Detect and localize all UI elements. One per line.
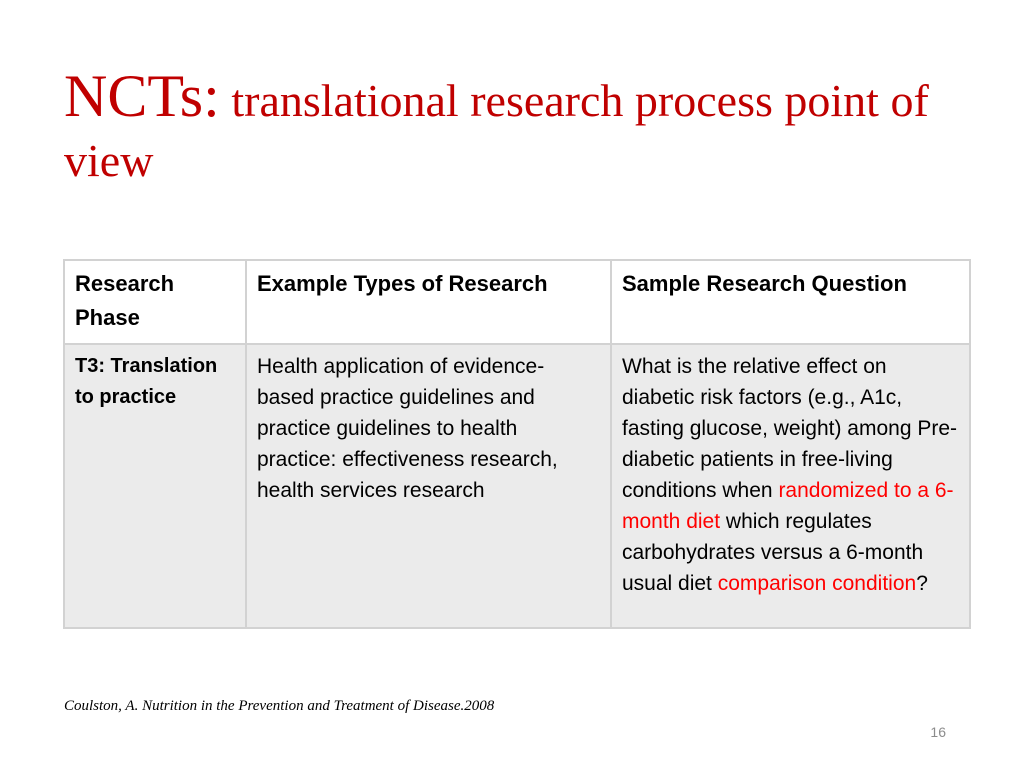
header-example-types: Example Types of Research <box>245 259 612 345</box>
question-text-1: What is the relative effect on diabetic … <box>622 355 958 502</box>
question-text-2: which regulates carbohydrates versus a 6… <box>622 510 924 595</box>
research-table: Research Phase Example Types of Research… <box>63 259 971 629</box>
citation: Coulston, A. Nutrition in the Prevention… <box>64 698 495 714</box>
cell-question: What is the relative effect on diabetic … <box>610 343 971 629</box>
table-row: T3: Translation to practice Health appli… <box>63 343 971 629</box>
title-lead: NCTs: <box>64 63 220 129</box>
header-research-phase: Research Phase <box>63 259 247 345</box>
header-sample-question: Sample Research Question <box>610 259 971 345</box>
table-header-row: Research Phase Example Types of Research… <box>63 259 971 345</box>
slide-number: 16 <box>930 724 946 740</box>
question-highlight-comparison: comparison condition <box>717 572 917 595</box>
title-rest: translational research process point of … <box>64 75 929 186</box>
slide-title: NCTs: translational research process poi… <box>64 66 964 191</box>
cell-phase: T3: Translation to practice <box>63 343 247 629</box>
question-end: ? <box>916 572 928 595</box>
question-highlight-diet: randomized to a 6-month diet <box>622 479 954 533</box>
cell-types: Health application of evidence-based pra… <box>245 343 612 629</box>
